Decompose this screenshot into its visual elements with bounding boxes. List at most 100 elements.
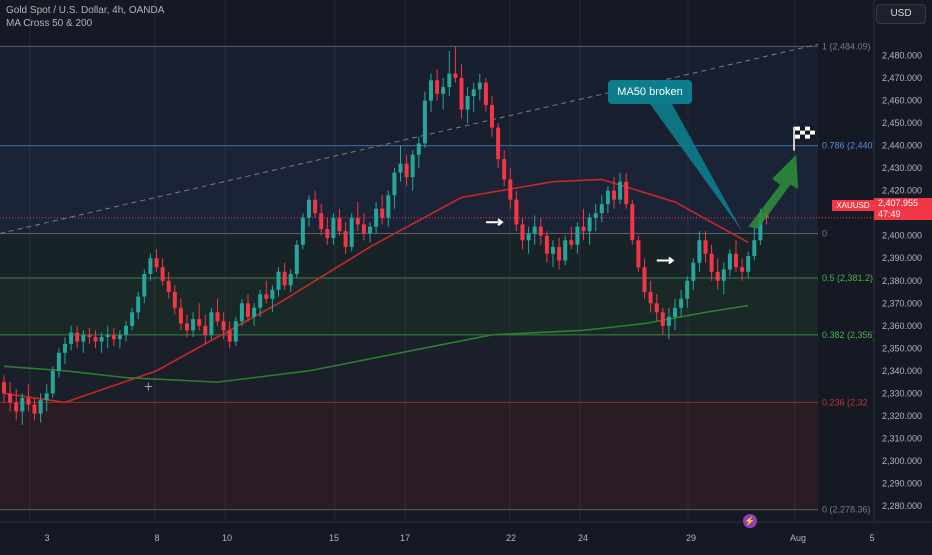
x-tick-label: 3 xyxy=(44,533,49,543)
candle-body xyxy=(398,163,403,173)
y-tick-label: 2,290.000 xyxy=(882,478,922,488)
candle-body xyxy=(514,199,519,225)
callout-label: MA50 broken xyxy=(608,80,692,104)
candle-body xyxy=(502,159,507,180)
candle-body xyxy=(233,321,238,342)
fib-label: 0.786 (2,440) xyxy=(822,141,876,151)
candle-body xyxy=(93,337,98,342)
candle-body xyxy=(697,240,702,263)
candle-body xyxy=(673,307,677,317)
candle-body xyxy=(715,271,720,281)
candle-body xyxy=(703,240,708,254)
fib-label: 0.382 (2,356) xyxy=(822,330,876,340)
candle-body xyxy=(758,213,763,241)
candle-body xyxy=(325,228,330,238)
candle-body xyxy=(172,292,177,308)
candle-body xyxy=(50,370,55,394)
flag-icon-cell xyxy=(810,130,815,135)
y-tick-label: 2,350.000 xyxy=(882,343,922,353)
candle-body xyxy=(465,96,470,110)
candle-body xyxy=(44,393,49,401)
candle-body xyxy=(239,303,244,322)
y-tick-label: 2,450.000 xyxy=(882,118,922,128)
lightning-icon[interactable]: ⚡ xyxy=(743,514,757,528)
candle-body xyxy=(2,382,6,394)
candle-body xyxy=(636,240,641,268)
y-tick-label: 2,340.000 xyxy=(882,366,922,376)
candle-body xyxy=(349,217,354,247)
candle-body xyxy=(142,274,147,297)
currency-button[interactable]: USD xyxy=(876,4,926,24)
candle-body xyxy=(69,332,74,344)
candle-body xyxy=(178,307,183,324)
candle-body xyxy=(526,233,531,241)
candle-body xyxy=(483,82,488,106)
candle-body xyxy=(721,269,726,281)
x-tick-label: 5 xyxy=(869,533,874,543)
candle-body xyxy=(252,307,257,317)
candle-body xyxy=(392,172,397,196)
candle-body xyxy=(593,213,598,218)
candle-body xyxy=(447,73,452,88)
y-tick-label: 2,320.000 xyxy=(882,411,922,421)
y-tick-label: 2,390.000 xyxy=(882,253,922,263)
y-tick-label: 2,430.000 xyxy=(882,163,922,173)
candle-body xyxy=(624,181,629,205)
flag-icon-cell xyxy=(805,126,810,131)
candle-body xyxy=(709,253,714,272)
bar-countdown: 47:49 xyxy=(878,209,901,219)
candle-body xyxy=(307,199,311,218)
candle-body xyxy=(599,204,604,214)
candle-body xyxy=(551,246,555,254)
candle-body xyxy=(203,325,208,335)
price-axis-bg xyxy=(874,0,932,522)
candle-body xyxy=(63,343,67,353)
entry-arrow xyxy=(486,218,504,227)
candle-body xyxy=(270,289,275,299)
x-tick-label: 8 xyxy=(154,533,159,543)
candle-body xyxy=(38,400,43,414)
fib-label: 0 xyxy=(822,228,827,238)
candle-body xyxy=(81,334,86,342)
candle-body xyxy=(660,312,665,326)
indicator-label: MA Cross 50 & 200 xyxy=(6,18,93,29)
candle-body xyxy=(215,312,220,322)
y-tick-label: 2,310.000 xyxy=(882,433,922,443)
candle-body xyxy=(605,190,610,205)
candle-body xyxy=(56,352,61,371)
candle-body xyxy=(258,294,263,308)
flag-icon-cell xyxy=(805,130,810,135)
current-price: 2,407.955 xyxy=(878,198,919,208)
candle-body xyxy=(166,280,171,293)
candle-body xyxy=(136,296,141,313)
candle-body xyxy=(75,332,80,342)
candle-body xyxy=(276,271,281,290)
candle-body xyxy=(563,240,568,261)
candle-body xyxy=(319,213,324,229)
ma200-line xyxy=(3,304,749,383)
candle-body xyxy=(569,240,574,245)
x-tick-label: 17 xyxy=(400,533,410,543)
candle-body xyxy=(313,199,318,214)
candle-body xyxy=(154,258,159,268)
candle-body xyxy=(124,325,128,335)
candle-body xyxy=(691,262,696,281)
candle-body xyxy=(8,393,13,403)
candle-body xyxy=(435,80,440,94)
candle-body xyxy=(20,397,25,412)
fib-zone xyxy=(0,46,818,146)
fib-zone xyxy=(0,145,818,234)
fib-zone xyxy=(0,402,818,510)
flag-icon-cell xyxy=(805,134,810,139)
candle-body xyxy=(148,258,153,275)
candle-body xyxy=(300,217,305,245)
candle-body xyxy=(197,319,202,326)
y-tick-label: 2,280.000 xyxy=(882,501,922,511)
y-tick-label: 2,480.000 xyxy=(882,51,922,61)
candle-body xyxy=(630,204,635,241)
candle-body xyxy=(740,267,745,272)
candle-body xyxy=(746,255,751,272)
candle-body xyxy=(490,105,494,128)
candle-body xyxy=(404,163,409,178)
